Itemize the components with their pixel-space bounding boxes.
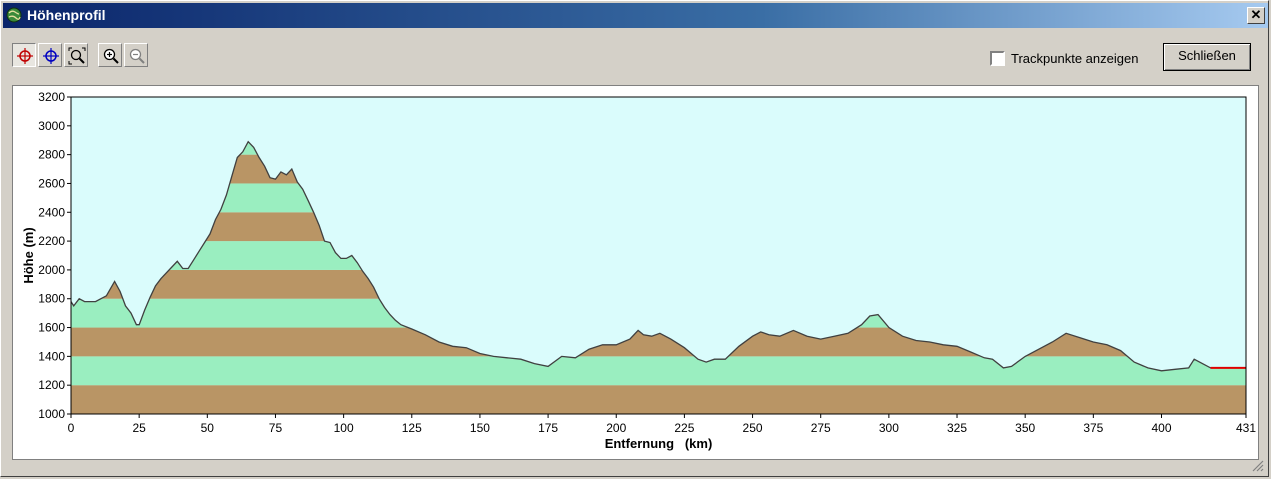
y-tick-label: 1800 xyxy=(38,292,65,306)
trackpoints-checkbox[interactable] xyxy=(990,51,1005,66)
y-tick-label: 3200 xyxy=(38,90,65,104)
zoom-select-button[interactable] xyxy=(64,43,88,67)
x-tick-label: 175 xyxy=(538,421,558,435)
x-tick-label: 300 xyxy=(879,421,899,435)
globe-icon xyxy=(6,7,22,23)
x-tick-label: 400 xyxy=(1151,421,1171,435)
crosshair-blue-button[interactable] xyxy=(38,43,62,67)
x-tick-label: 431 xyxy=(1236,421,1256,435)
y-tick-label: 2800 xyxy=(38,148,65,162)
x-tick-label: 200 xyxy=(606,421,626,435)
y-tick-label: 3000 xyxy=(38,119,65,133)
x-tick-label: 350 xyxy=(1015,421,1035,435)
zoom-in-button[interactable] xyxy=(98,43,122,67)
x-tick-label: 325 xyxy=(947,421,967,435)
x-tick-label: 0 xyxy=(68,421,75,435)
crosshair-red-button[interactable] xyxy=(12,43,36,67)
zoom-out-button[interactable] xyxy=(124,43,148,67)
y-axis-label: Höhe (m) xyxy=(21,227,36,283)
plot-border xyxy=(70,96,1247,415)
crosshair-blue-icon xyxy=(43,48,59,64)
zoom-in-icon xyxy=(103,48,119,64)
elevation-chart: 1000 1200 1400 1600 1800 2000 2200 2400 2600 2800… xyxy=(12,85,1259,460)
zoom-out-icon xyxy=(129,48,145,64)
elevation-chart-svg: 1000120014001600180020002200240026002800… xyxy=(21,90,1256,451)
zoom-select-icon xyxy=(68,47,86,65)
x-tick-label: 125 xyxy=(402,421,422,435)
elevation-profile-line xyxy=(70,140,1246,372)
title-bar[interactable]: Höhenprofil ✕ xyxy=(3,3,1268,28)
x-tick-label: 275 xyxy=(811,421,831,435)
crosshair-red-icon xyxy=(17,48,33,64)
x-tick-label: 150 xyxy=(470,421,490,435)
x-axis-label: Entfernung (km) xyxy=(605,436,713,451)
window-title: Höhenprofil xyxy=(27,7,106,23)
trackpoints-label[interactable]: Trackpunkte anzeigen xyxy=(1011,51,1139,66)
y-tick-label: 2600 xyxy=(38,176,65,190)
x-tick-label: 50 xyxy=(201,421,215,435)
elevation-band xyxy=(71,385,1246,414)
window-close-button[interactable]: ✕ xyxy=(1247,7,1265,24)
x-tick-label: 225 xyxy=(674,421,694,435)
x-tick-label: 75 xyxy=(269,421,283,435)
y-tick-label: 1600 xyxy=(38,321,65,335)
y-tick-label: 2400 xyxy=(38,205,65,219)
x-tick-label: 100 xyxy=(334,421,354,435)
x-tick-label: 250 xyxy=(743,421,763,435)
resize-grip-icon[interactable] xyxy=(1250,458,1264,472)
x-tick-label: 375 xyxy=(1083,421,1103,435)
elevation-band xyxy=(71,356,1246,386)
y-tick-label: 2000 xyxy=(38,263,65,277)
y-tick-label: 1400 xyxy=(38,349,65,363)
y-tick-label: 2200 xyxy=(38,234,65,248)
x-tick-label: 25 xyxy=(132,421,146,435)
close-button[interactable]: Schließen xyxy=(1163,43,1251,71)
y-tick-label: 1000 xyxy=(38,407,65,421)
y-tick-label: 1200 xyxy=(38,378,65,392)
